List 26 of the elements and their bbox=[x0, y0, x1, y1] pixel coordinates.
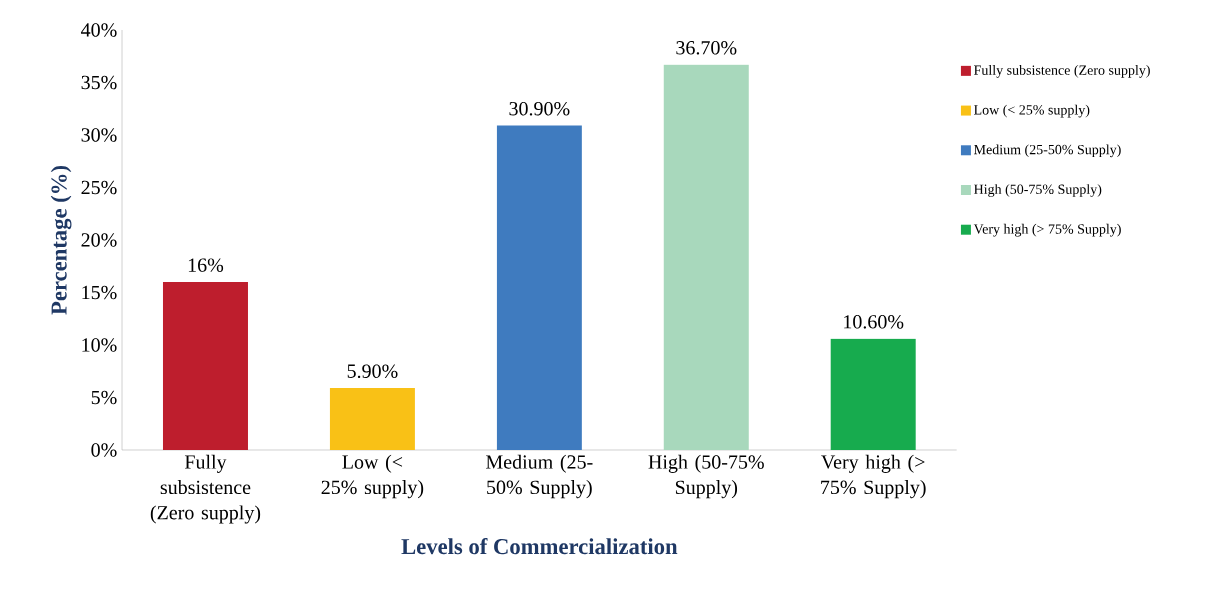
data-label: 10.60% bbox=[844, 315, 904, 329]
y-tick-label: 20% bbox=[81, 233, 117, 247]
y-tick-label: 35% bbox=[81, 75, 117, 90]
x-tick-label: High (50-75% Supply) bbox=[648, 454, 764, 499]
y-tick-label: 30% bbox=[81, 128, 117, 142]
x-axis-title: Levels of Commercialization bbox=[401, 538, 678, 555]
legend-label: Very high (> 75% Supply) bbox=[973, 223, 1121, 237]
legend-label: Medium (25-50% Supply) bbox=[974, 144, 1121, 158]
y-axis-title: Percentage (%) bbox=[50, 166, 72, 315]
data-label: 5.90% bbox=[347, 364, 398, 379]
data-label: 36.70% bbox=[676, 41, 737, 55]
data-label: 16% bbox=[188, 258, 224, 272]
data-label: 30.90% bbox=[509, 101, 570, 116]
legend-label: Low (< 25% supply) bbox=[974, 104, 1090, 118]
y-tick-label: 10% bbox=[82, 338, 117, 352]
y-tick-label: 5% bbox=[91, 390, 117, 405]
x-tick-label: Medium (25-50% Supply) bbox=[486, 454, 593, 499]
legend-label: High (50-75% Supply) bbox=[974, 184, 1102, 197]
legend-label: Fully subsistence (Zero supply) bbox=[974, 65, 1150, 78]
y-tick-label: 15% bbox=[82, 285, 117, 300]
x-tick-label: Low (< 25% supply) bbox=[321, 454, 424, 499]
y-tick-label: 25% bbox=[81, 180, 117, 195]
x-tick-label: Very high (> 75% Supply) bbox=[821, 454, 926, 499]
y-tick-label: 40% bbox=[81, 23, 117, 37]
x-tick-label: Fully subsistence (Zero supply) bbox=[150, 454, 261, 524]
y-tick-label: 0% bbox=[91, 443, 117, 457]
